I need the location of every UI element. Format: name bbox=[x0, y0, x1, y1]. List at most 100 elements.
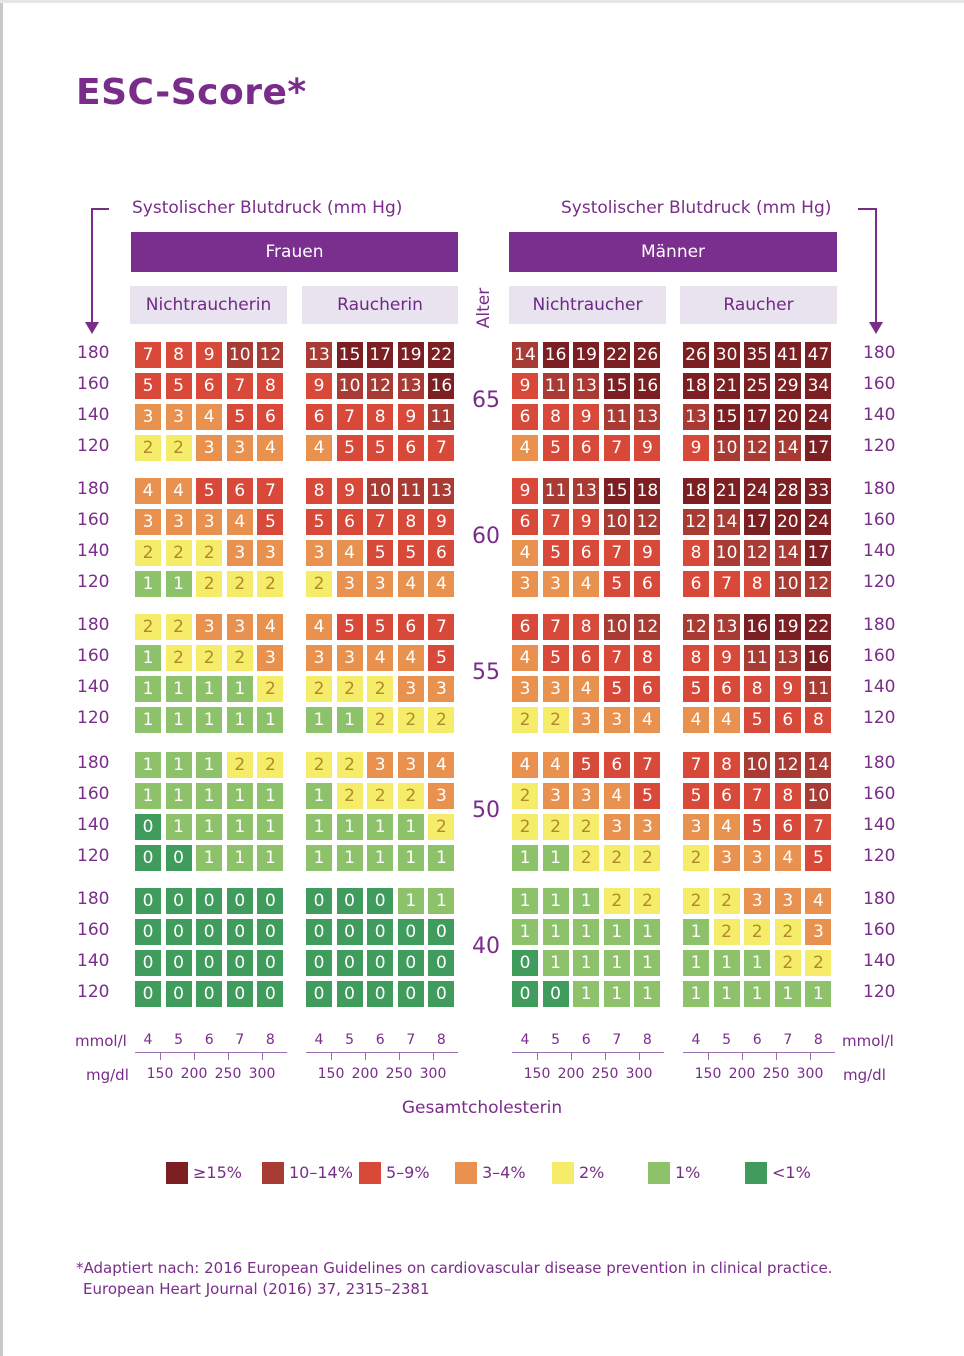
bp-label-left: 120 bbox=[77, 572, 110, 592]
risk-cell: 4 bbox=[226, 509, 253, 535]
mmol-tick-label: 5 bbox=[174, 1032, 184, 1048]
risk-cell: 1 bbox=[744, 950, 771, 976]
risk-cell: 1 bbox=[573, 950, 600, 976]
risk-cell: 7 bbox=[135, 342, 161, 368]
risk-cell: 7 bbox=[428, 435, 455, 461]
risk-cell: 2 bbox=[805, 950, 832, 976]
risk-cell: 47 bbox=[805, 342, 832, 368]
risk-cell: 0 bbox=[226, 919, 253, 945]
axis-tick bbox=[399, 1052, 400, 1060]
risk-cell: 3 bbox=[226, 435, 253, 461]
mmol-tick-label: 7 bbox=[406, 1032, 416, 1048]
bp-label-left: 120 bbox=[77, 846, 110, 866]
unit-mgdl-label: mg/dl bbox=[843, 1066, 886, 1084]
risk-cell: 13 bbox=[428, 478, 455, 504]
legend-swatch bbox=[455, 1162, 477, 1184]
mmol-tick-label: 6 bbox=[204, 1032, 214, 1048]
risk-cell: 2 bbox=[165, 435, 192, 461]
mgdl-tick-label: 300 bbox=[796, 1066, 824, 1082]
risk-cell: 8 bbox=[805, 707, 832, 733]
risk-cell: 0 bbox=[336, 981, 363, 1007]
risk-cell: 11 bbox=[805, 676, 832, 702]
bp-label-left: 120 bbox=[77, 982, 110, 1002]
risk-cell: 17 bbox=[744, 509, 771, 535]
risk-cell: 3 bbox=[165, 509, 192, 535]
risk-cell: 2 bbox=[367, 783, 394, 809]
risk-cell: 3 bbox=[683, 814, 709, 840]
risk-cell: 2 bbox=[397, 707, 424, 733]
risk-cell: 3 bbox=[634, 814, 661, 840]
risk-cell: 5 bbox=[542, 435, 569, 461]
risk-cell: 3 bbox=[196, 509, 223, 535]
risk-cell: 18 bbox=[634, 478, 661, 504]
bp-label-left: 140 bbox=[77, 405, 110, 425]
mgdl-tick-label: 300 bbox=[625, 1066, 653, 1082]
risk-cell: 3 bbox=[542, 571, 569, 597]
mmol-tick-label: 7 bbox=[612, 1032, 622, 1048]
risk-cell: 2 bbox=[744, 919, 771, 945]
risk-cell: 3 bbox=[744, 845, 771, 871]
risk-cell: 4 bbox=[257, 435, 284, 461]
bp-axis-label-left: Systolischer Blutdruck (mm Hg) bbox=[132, 198, 403, 218]
risk-cell: 11 bbox=[542, 478, 569, 504]
bp-label-right: 140 bbox=[863, 951, 896, 971]
legend-swatch bbox=[552, 1162, 574, 1184]
risk-cell: 1 bbox=[306, 707, 332, 733]
risk-cell: 2 bbox=[512, 707, 538, 733]
risk-cell: 5 bbox=[542, 540, 569, 566]
bp-label-right: 120 bbox=[863, 436, 896, 456]
risk-cell: 1 bbox=[774, 981, 801, 1007]
axis-tick bbox=[160, 1052, 161, 1060]
axis-tick bbox=[605, 1052, 606, 1060]
risk-cell: 4 bbox=[683, 707, 709, 733]
risk-cell: 2 bbox=[306, 752, 332, 778]
risk-cell: 2 bbox=[257, 571, 284, 597]
risk-cell: 16 bbox=[428, 373, 455, 399]
bp-label-right: 140 bbox=[863, 815, 896, 835]
risk-cell: 3 bbox=[135, 404, 161, 430]
bp-label-right: 180 bbox=[863, 343, 896, 363]
risk-cell: 0 bbox=[306, 981, 332, 1007]
risk-cell: 3 bbox=[257, 645, 284, 671]
mmol-tick-label: 8 bbox=[436, 1032, 446, 1048]
risk-cell: 1 bbox=[397, 814, 424, 840]
risk-cell: 9 bbox=[774, 676, 801, 702]
bp-label-left: 120 bbox=[77, 708, 110, 728]
risk-cell: 3 bbox=[397, 752, 424, 778]
risk-cell: 4 bbox=[573, 571, 600, 597]
risk-cell: 21 bbox=[713, 478, 740, 504]
bp-label-right: 120 bbox=[863, 572, 896, 592]
mgdl-tick-label: 300 bbox=[419, 1066, 447, 1082]
risk-cell: 1 bbox=[135, 752, 161, 778]
risk-cell: 0 bbox=[196, 888, 223, 914]
risk-cell: 1 bbox=[336, 845, 363, 871]
axis-tick bbox=[194, 1052, 195, 1060]
risk-cell: 3 bbox=[713, 845, 740, 871]
legend-swatch bbox=[745, 1162, 767, 1184]
mgdl-tick-label: 250 bbox=[214, 1066, 242, 1082]
bp-label-left: 180 bbox=[77, 479, 110, 499]
risk-cell: 1 bbox=[603, 919, 630, 945]
risk-cell: 7 bbox=[744, 783, 771, 809]
risk-cell: 0 bbox=[226, 950, 253, 976]
bp-label-left: 160 bbox=[77, 920, 110, 940]
mmol-tick-label: 7 bbox=[235, 1032, 245, 1048]
right-bracket-top bbox=[858, 208, 876, 210]
risk-cell: 3 bbox=[367, 571, 394, 597]
bp-label-left: 160 bbox=[77, 510, 110, 530]
risk-cell: 1 bbox=[634, 919, 661, 945]
risk-cell: 15 bbox=[713, 404, 740, 430]
risk-cell: 10 bbox=[603, 614, 630, 640]
risk-cell: 8 bbox=[306, 478, 332, 504]
risk-cell: 2 bbox=[165, 614, 192, 640]
risk-cell: 1 bbox=[306, 845, 332, 871]
risk-cell: 0 bbox=[165, 845, 192, 871]
risk-cell: 5 bbox=[165, 373, 192, 399]
page-title: ESC-Score* bbox=[76, 72, 307, 113]
risk-cell: 1 bbox=[573, 919, 600, 945]
risk-cell: 1 bbox=[165, 707, 192, 733]
risk-cell: 3 bbox=[397, 676, 424, 702]
risk-cell: 9 bbox=[683, 435, 709, 461]
risk-cell: 1 bbox=[135, 783, 161, 809]
risk-cell: 1 bbox=[428, 888, 455, 914]
